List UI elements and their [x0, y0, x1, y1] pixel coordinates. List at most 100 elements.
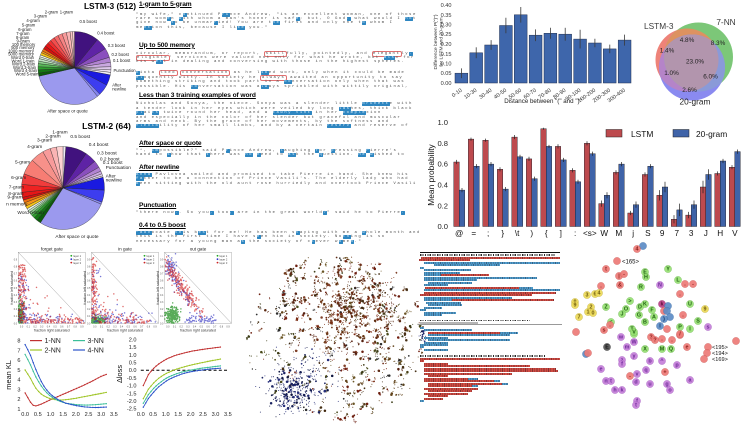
svg-text:7: 7	[578, 315, 581, 321]
svg-text:8.3%: 8.3%	[711, 40, 726, 47]
svg-text:0.3: 0.3	[40, 325, 44, 328]
svg-text:a: a	[689, 378, 693, 384]
svg-text:0.0: 0.0	[93, 325, 97, 328]
svg-text:=: =	[471, 229, 476, 238]
svg-text:y: y	[633, 354, 636, 360]
svg-text:E: E	[605, 345, 609, 351]
svg-text:Word 2-train: Word 2-train	[12, 62, 36, 67]
svg-text:1.0: 1.0	[437, 118, 448, 127]
svg-text:2.5: 2.5	[85, 412, 93, 418]
svg-text:0.4: 0.4	[87, 294, 91, 297]
svg-text:0.0: 0.0	[21, 412, 29, 418]
svg-text:0.6: 0.6	[133, 325, 137, 328]
svg-text:0.15: 0.15	[441, 52, 452, 58]
svg-text:-: -	[623, 272, 625, 278]
svg-text:>: >	[628, 299, 631, 305]
svg-text:e: e	[686, 345, 689, 351]
svg-text:23.0%: 23.0%	[686, 59, 704, 66]
svg-text:+: +	[663, 370, 666, 376]
svg-text:0.8: 0.8	[147, 325, 151, 328]
svg-text:0.2: 0.2	[180, 325, 184, 328]
svg-text:V: V	[632, 330, 636, 336]
svg-text:0.7: 0.7	[87, 273, 91, 276]
svg-text:R: R	[639, 285, 643, 291]
svg-text:0.0: 0.0	[20, 325, 24, 328]
svg-text:7: 7	[17, 348, 20, 354]
svg-text:0.3 boost: 0.3 boost	[97, 150, 117, 156]
svg-text:<195>: <195>	[712, 345, 728, 351]
svg-text:1.5: 1.5	[59, 412, 67, 418]
svg-text:2-gram: 2-gram	[45, 134, 60, 140]
svg-text:W: W	[631, 340, 637, 346]
svg-text:newline: newline	[112, 86, 127, 91]
svg-text:100 memory: 100 memory	[12, 42, 36, 47]
svg-text:3: 3	[17, 387, 20, 393]
svg-text:0.05: 0.05	[441, 71, 452, 77]
svg-text:0.4: 0.4	[193, 325, 197, 328]
svg-text:0.9: 0.9	[14, 258, 18, 261]
svg-text:layer 3: layer 3	[220, 261, 228, 265]
svg-text:fraction left saturated: fraction left saturated	[10, 271, 14, 305]
svg-text:LSTM-2 (64): LSTM-2 (64)	[82, 121, 131, 131]
svg-text:Distance between "(" and ")": Distance between "(" and ")"	[504, 98, 582, 105]
svg-text:2-NN: 2-NN	[45, 347, 61, 354]
svg-text:.: .	[682, 313, 684, 319]
svg-text:;: ;	[487, 229, 489, 238]
svg-text:W: W	[600, 229, 608, 238]
svg-text:Y: Y	[666, 267, 670, 273]
svg-text:h: h	[613, 388, 616, 394]
svg-text:0.9: 0.9	[153, 325, 157, 328]
svg-text:?: ?	[649, 335, 652, 341]
svg-text:After: After	[112, 83, 121, 88]
svg-text:0.1: 0.1	[87, 315, 91, 318]
svg-text:forget gate: forget gate	[41, 246, 63, 251]
svg-text:l: l	[659, 324, 661, 330]
svg-text:8: 8	[17, 339, 20, 345]
svg-text:0.9: 0.9	[87, 258, 91, 261]
svg-text:10-30: 10-30	[463, 88, 478, 101]
svg-text:0.7: 0.7	[14, 273, 18, 276]
svg-text:1-gram: 1-gram	[52, 130, 67, 136]
svg-text:@: @	[455, 229, 463, 238]
svg-text:Punctuation: Punctuation	[114, 68, 137, 73]
svg-text:M: M	[660, 347, 665, 353]
svg-text:b: b	[648, 359, 652, 365]
svg-text:S: S	[645, 229, 651, 238]
svg-text:0.2: 0.2	[87, 308, 91, 311]
svg-text:6.0%: 6.0%	[703, 74, 718, 81]
svg-text:6: 6	[594, 292, 597, 298]
svg-text::: :	[574, 229, 576, 238]
svg-text:1-gram: 1-gram	[60, 10, 74, 15]
svg-text:0.4: 0.4	[47, 325, 51, 328]
svg-text:5000 memory: 5000 memory	[8, 52, 35, 57]
svg-text:0.6: 0.6	[160, 280, 164, 283]
svg-text:0.5 boost: 0.5 boost	[80, 19, 98, 24]
svg-text:fraction right saturated: fraction right saturated	[180, 329, 216, 333]
svg-text:K: K	[643, 302, 647, 308]
svg-text:-2.5: -2.5	[127, 407, 137, 413]
svg-text:Word 4-train: Word 4-train	[14, 68, 38, 73]
svg-text:.: .	[661, 337, 663, 343]
svg-text:for LSTM and 20-gram: for LSTM and 20-gram	[439, 17, 445, 66]
svg-text:0.8: 0.8	[74, 325, 78, 328]
svg-text:1: 1	[17, 407, 20, 413]
svg-text:A: A	[652, 315, 656, 321]
svg-text:t: t	[605, 267, 607, 273]
svg-text:X: X	[643, 347, 647, 353]
svg-text:1.0: 1.0	[129, 353, 137, 359]
svg-text:0.6: 0.6	[437, 160, 448, 169]
svg-text:7: 7	[675, 229, 680, 238]
svg-text:0.5 boost: 0.5 boost	[70, 134, 90, 140]
svg-text:|: |	[618, 274, 620, 280]
svg-text:1.0: 1.0	[47, 412, 55, 418]
svg-text:0.9: 0.9	[80, 325, 84, 328]
svg-text:LSTM: LSTM	[631, 129, 653, 139]
svg-text:layer 2: layer 2	[147, 257, 155, 261]
svg-text:H: H	[717, 229, 723, 238]
svg-text:0.6: 0.6	[87, 280, 91, 283]
svg-text:s: s	[707, 325, 710, 331]
svg-text:layer 2: layer 2	[73, 257, 81, 261]
svg-text:0.35: 0.35	[441, 13, 452, 19]
svg-text:4.8%: 4.8%	[680, 37, 695, 44]
svg-text:4-gram: 4-gram	[26, 18, 40, 23]
